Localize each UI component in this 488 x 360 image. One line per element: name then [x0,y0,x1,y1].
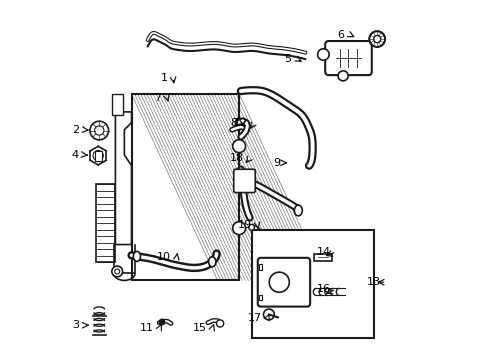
Circle shape [337,71,347,81]
Polygon shape [115,112,131,244]
Circle shape [232,140,245,153]
Text: 19: 19 [237,220,251,230]
Circle shape [269,272,289,292]
Text: 7: 7 [154,93,161,103]
Text: 10: 10 [157,252,171,262]
Circle shape [373,36,380,42]
Text: 3: 3 [72,320,79,330]
Circle shape [368,31,384,47]
Ellipse shape [133,251,140,261]
Circle shape [216,320,223,327]
Text: 8: 8 [230,118,237,128]
Text: 2: 2 [72,125,79,135]
Text: 5: 5 [284,54,290,64]
Text: 17: 17 [247,313,261,323]
Circle shape [248,225,254,230]
FancyBboxPatch shape [257,258,309,307]
Ellipse shape [294,205,302,216]
Bar [96,184,115,262]
Circle shape [93,150,103,161]
Text: 1: 1 [160,73,167,83]
Text: 16: 16 [316,284,330,294]
Text: 4: 4 [72,150,79,160]
Text: 14: 14 [316,247,330,257]
Circle shape [94,126,104,135]
Text: 11: 11 [140,323,154,333]
Text: 13: 13 [366,277,380,287]
Circle shape [232,222,245,235]
Ellipse shape [208,257,215,267]
Text: 12: 12 [233,118,247,128]
Bar [131,94,239,280]
Circle shape [317,49,328,60]
Circle shape [112,266,122,277]
Bar [314,253,331,261]
Text: 15: 15 [192,323,206,333]
Circle shape [263,309,274,320]
FancyBboxPatch shape [325,41,371,75]
Text: 18: 18 [229,153,244,163]
Circle shape [159,319,164,325]
Bar [258,264,262,270]
Bar [94,150,102,161]
Bar [258,295,262,300]
Text: 9: 9 [273,158,280,168]
Bar [131,94,239,280]
Circle shape [90,121,108,140]
Bar [251,230,373,338]
FancyBboxPatch shape [233,169,255,193]
Text: 6: 6 [337,30,344,40]
Bar [112,94,122,116]
Circle shape [115,269,120,274]
